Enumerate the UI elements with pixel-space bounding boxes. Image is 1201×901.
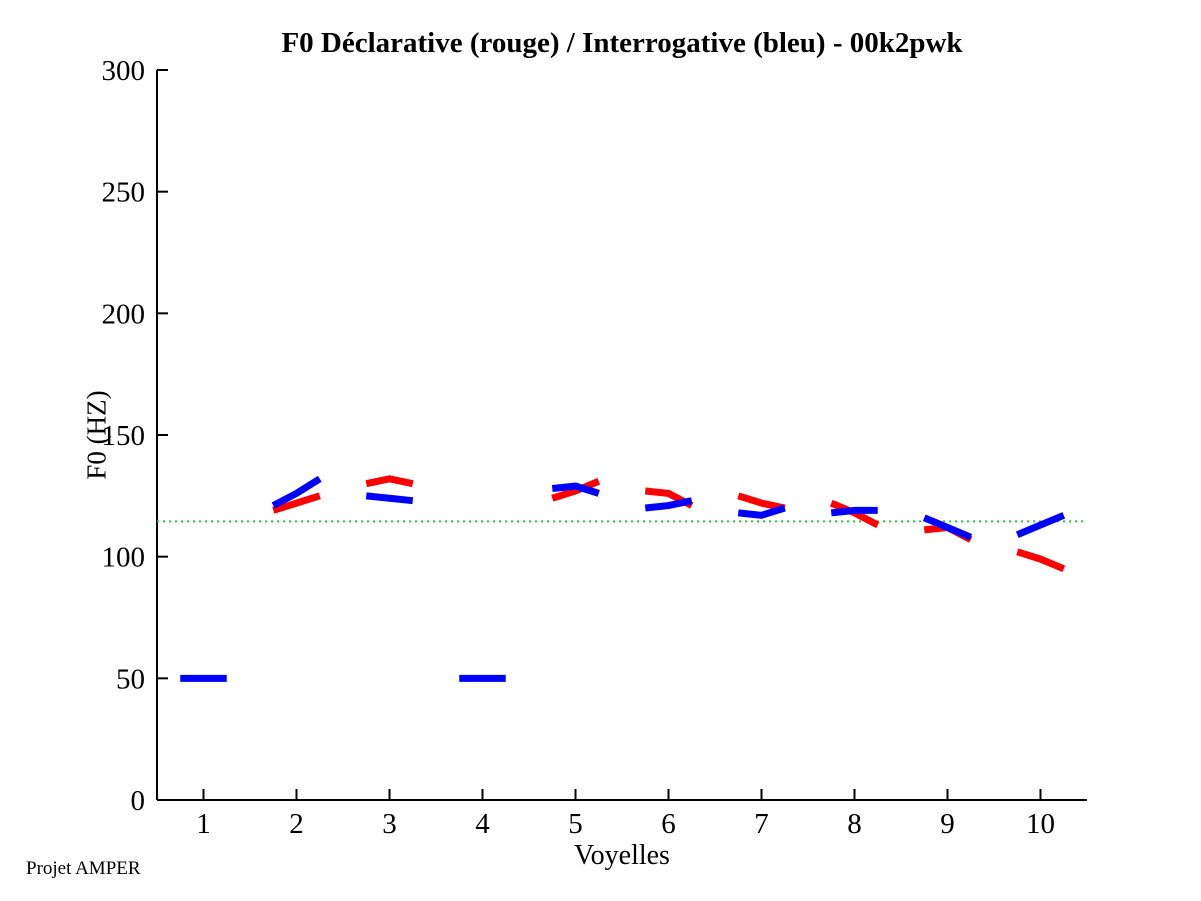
project-footer: Projet AMPER	[26, 858, 141, 879]
déclarative-f0-segment-vowel-5	[551, 478, 601, 502]
interrogative-f0-segment-vowel-2	[271, 475, 322, 509]
interrogative-f0-segment-vowel-10	[1015, 512, 1066, 538]
x-tick-label: 7	[754, 808, 769, 840]
interrogative-f0-segment-vowel-7	[737, 504, 786, 519]
x-tick-label: 6	[661, 808, 676, 840]
y-tick-label: 150	[102, 420, 146, 452]
déclarative-f0-segment-vowel-2	[272, 492, 321, 514]
interrogative-f0-segment-vowel-9	[922, 514, 973, 541]
y-tick-label: 100	[102, 542, 146, 574]
x-tick-label: 4	[475, 808, 490, 840]
interrogative-f0-segment-vowel-6	[644, 497, 693, 512]
interrogative-f0-segment-vowel-8	[830, 506, 878, 517]
x-tick-label: 8	[847, 808, 862, 840]
interrogative-f0-segment-vowel-5	[551, 482, 600, 497]
x-tick-label: 3	[382, 808, 397, 840]
y-tick-label: 250	[102, 177, 146, 209]
y-tick-label: 300	[102, 55, 146, 87]
déclarative-f0-segment-vowel-10	[1016, 548, 1066, 573]
déclarative-f0-segment-vowel-7	[737, 492, 786, 512]
interrogative-f0-segment-vowel-3	[365, 492, 414, 505]
x-tick-label: 1	[196, 808, 211, 840]
x-tick-label: 9	[940, 808, 955, 840]
x-tick-label: 10	[1026, 808, 1055, 840]
déclarative-f0-segment-vowel-3	[365, 475, 414, 488]
x-tick-label: 5	[568, 808, 583, 840]
x-axis-label: Voyelles	[574, 840, 670, 871]
y-tick-label: 200	[102, 298, 146, 330]
y-tick-label: 50	[116, 663, 145, 695]
y-tick-label: 0	[131, 785, 146, 817]
x-tick-label: 2	[289, 808, 304, 840]
chart-title: F0 Déclarative (rouge) / Interrogative (…	[281, 27, 963, 59]
